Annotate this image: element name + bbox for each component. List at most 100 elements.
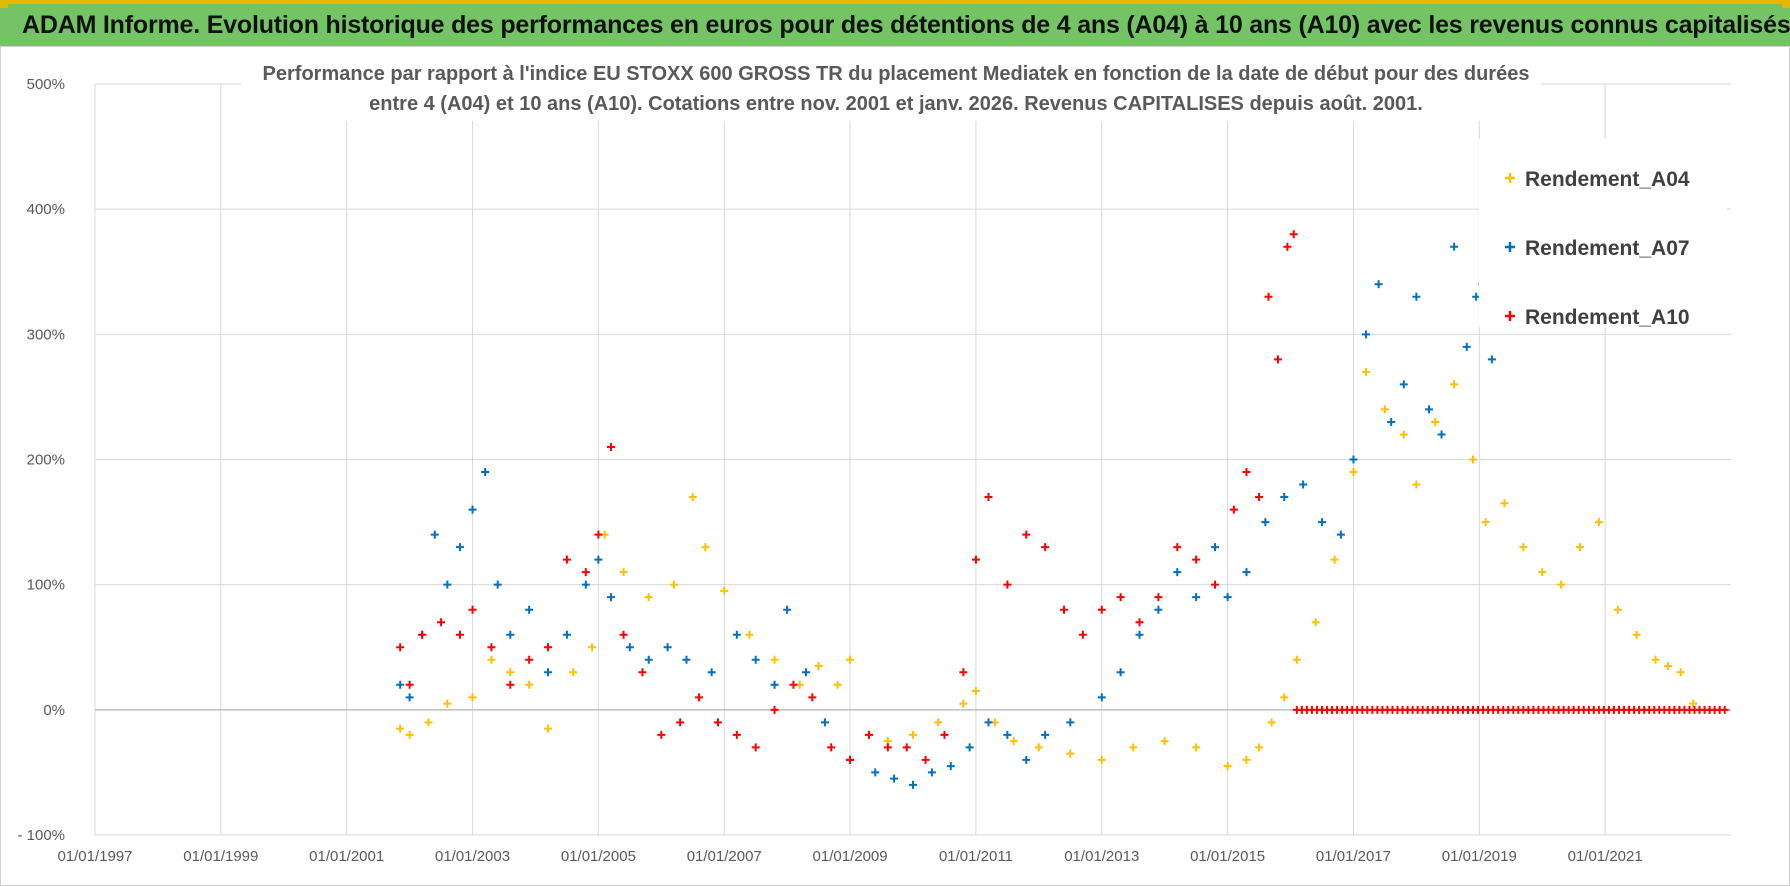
point-rendement_a10 [1229,505,1238,514]
point-rendement_a04 [1349,468,1358,477]
point-rendement_a04 [1292,655,1301,664]
point-rendement_a04 [688,493,697,502]
point-rendement_a04 [1034,743,1043,752]
point-rendement_a04 [1519,543,1528,552]
point-rendement_a07 [820,718,829,727]
point-rendement_a10 [562,555,571,564]
point-rendement_a04 [1450,380,1459,389]
point-rendement_a07 [1116,668,1125,677]
point-zero-band [1720,705,1729,714]
legend-background [1479,139,1727,327]
point-rendement_a10 [732,730,741,739]
point-rendement_a10 [1135,618,1144,627]
point-rendement_a10 [676,718,685,727]
x-tick-label: 01/01/1997 [57,848,132,865]
point-rendement_a04 [1380,405,1389,414]
point-rendement_a07 [606,593,615,602]
point-rendement_a10 [1154,593,1163,602]
point-rendement_a10 [1242,468,1251,477]
point-rendement_a07 [1211,543,1220,552]
point-rendement_a04 [569,668,578,677]
point-rendement_a04 [720,586,729,595]
point-rendement_a07 [1412,292,1421,301]
point-rendement_a10 [581,568,590,577]
point-rendement_a04 [1129,743,1138,752]
point-rendement_a04 [1311,618,1320,627]
point-rendement_a10 [971,555,980,564]
point-rendement_a10 [1041,543,1050,552]
point-rendement_a10 [594,530,603,539]
point-rendement_a10 [544,643,553,652]
point-rendement_a10 [1273,355,1282,364]
point-rendement_a07 [783,605,792,614]
point-rendement_a10 [751,743,760,752]
point-rendement_a07 [544,668,553,677]
point-rendement_a07 [468,505,477,514]
x-tick-label: 01/01/2005 [561,848,636,865]
y-tick-label: 0% [43,702,65,719]
y-tick-label: 100% [27,577,65,594]
x-tick-label: 01/01/2017 [1316,848,1391,865]
point-rendement_a10 [695,693,704,702]
point-rendement_a04 [1676,668,1685,677]
point-rendement_a10 [902,743,911,752]
point-rendement_a04 [1280,693,1289,702]
point-rendement_a10 [846,755,855,764]
point-rendement_a07 [1336,530,1345,539]
y-tick-label: 200% [27,452,65,469]
y-axis-ticks: - 100% 0% 100% 200% 300% 400% 500% [17,76,65,844]
x-tick-label: 01/01/2015 [1190,848,1265,865]
point-rendement_a10 [921,755,930,764]
point-rendement_a04 [1557,580,1566,589]
point-rendement_a04 [909,730,917,739]
point-rendement_a04 [1223,762,1232,771]
point-rendement_a07 [405,693,414,702]
point-rendement_a04 [1632,630,1641,639]
point-rendement_a07 [1299,480,1308,489]
legend-marker-rendement_a07 [1505,242,1515,252]
x-tick-label: 01/01/2007 [687,848,762,865]
point-rendement_a04 [468,693,477,702]
point-rendement_a10 [1264,292,1273,301]
point-rendement_a04 [770,655,779,664]
point-rendement_a10 [1003,580,1012,589]
chart-title-line-1: Performance par rapport à l'indice EU ST… [263,63,1530,85]
legend-label-rendement_a04: Rendement_A04 [1525,168,1690,191]
point-rendement_a10 [1097,605,1106,614]
title-background [241,57,1541,121]
point-rendement_a07 [1280,493,1289,502]
point-rendement_a07 [1242,568,1251,577]
point-rendement_a07 [581,580,590,589]
legend-marker-rendement_a04 [1505,173,1515,183]
point-rendement_a04 [1651,655,1660,664]
point-rendement_a10 [418,630,427,639]
point-rendement_a07 [1349,455,1358,464]
point-rendement_a04 [1160,737,1169,746]
point-rendement_a10 [1060,605,1069,614]
point-rendement_a07 [984,718,993,727]
point-rendement_a04 [1538,568,1547,577]
point-rendement_a10 [827,743,836,752]
point-rendement_a07 [1066,718,1075,727]
point-rendement_a07 [909,780,917,789]
point-rendement_a10 [437,618,446,627]
point-rendement_a04 [745,630,754,639]
point-rendement_a10 [808,693,817,702]
point-rendement_a07 [890,774,899,783]
point-rendement_a10 [455,630,464,639]
point-rendement_a07 [525,605,534,614]
point-rendement_a04 [396,724,405,733]
y-tick-label: - 100% [17,827,65,844]
y-tick-label: 300% [27,326,65,343]
x-tick-label: 01/01/2019 [1442,848,1517,865]
x-tick-label: 01/01/2013 [1064,848,1139,865]
point-rendement_a04 [1689,699,1698,708]
point-rendement_a07 [506,630,515,639]
point-rendement_a10 [405,680,414,689]
point-rendement_a10 [1116,593,1125,602]
point-rendement_a07 [1362,330,1371,339]
point-rendement_a10 [984,493,993,502]
point-rendement_a07 [707,668,716,677]
point-rendement_a04 [1362,367,1371,376]
point-rendement_a04 [588,643,597,652]
